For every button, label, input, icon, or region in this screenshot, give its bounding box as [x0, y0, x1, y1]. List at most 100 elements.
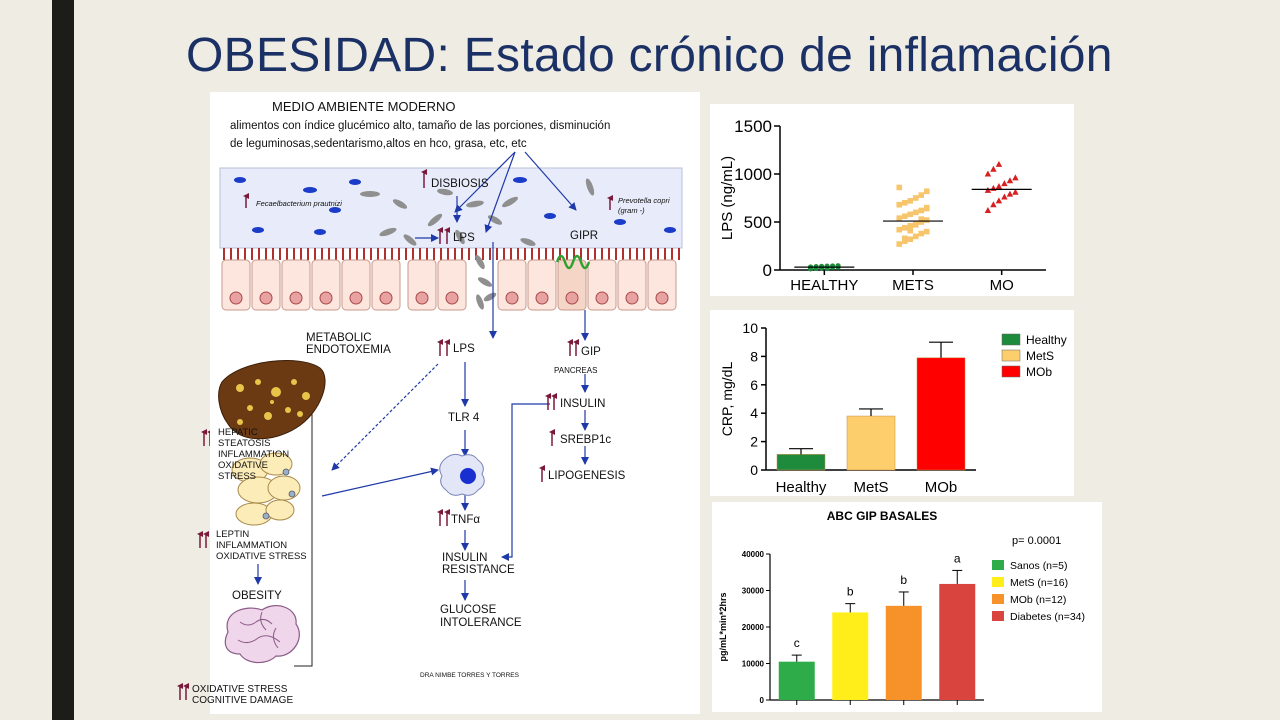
- lps-point: [995, 182, 1003, 189]
- lps-point: [984, 170, 992, 177]
- lps-point: [990, 165, 997, 172]
- label-hepatic-1: HEPATIC: [218, 427, 258, 438]
- gip-bar: [885, 605, 922, 700]
- lps-point: [901, 235, 908, 242]
- lps-point: [896, 241, 903, 247]
- lps-x-tick-label: HEALTHY: [790, 277, 858, 294]
- lps-point: [1012, 174, 1019, 181]
- crp-y-tick-label: 10: [742, 320, 758, 336]
- lps-point: [918, 192, 925, 198]
- gip-y-tick-label: 0: [760, 696, 765, 705]
- gip-chart: ABC GIP BASALES p= 0.0001 0 10000 20000 30000…: [718, 509, 1085, 705]
- gip-significance-letter: b: [900, 573, 907, 587]
- arrow-insulin-loop: [501, 403, 550, 561]
- crp-y-tick-label: 4: [750, 405, 758, 421]
- label-faecalibacterium: Fecaelbacterium prautnizi: [256, 199, 342, 208]
- crp-bar: [776, 454, 826, 471]
- lps-point: [901, 224, 908, 231]
- label-insulin-resistance-2: RESISTANCE: [442, 564, 515, 576]
- crp-chart: 0 2 4 6 8 10 CRP, mg/dL Healthy MetS MOb Healthy Me…: [719, 320, 1067, 496]
- left-margin-arrows: [177, 429, 210, 700]
- label-hepatic-3: INFLAMMATION: [218, 449, 290, 460]
- gip-chart-panel: ABC GIP BASALES p= 0.0001 0 10000 20000 30000…: [712, 502, 1102, 712]
- lps-point: [912, 195, 919, 201]
- lps-point: [896, 215, 903, 221]
- label-lps-blood: LPS: [453, 343, 475, 355]
- lps-point: [912, 233, 919, 240]
- lps-point: [1006, 190, 1014, 197]
- translocating-bacteria: [475, 254, 497, 310]
- label-prevotella-gram: (gram -): [618, 206, 645, 215]
- gip-legend-label: MetS (n=16): [1010, 577, 1068, 589]
- label-metabolic: METABOLIC: [306, 332, 372, 344]
- lps-point: [912, 222, 919, 228]
- epithelial-cells: [221, 259, 677, 311]
- crp-bar: [846, 415, 896, 471]
- diagram-graphics: [218, 151, 683, 667]
- lps-point: [807, 265, 814, 271]
- lps-point: [1006, 177, 1014, 184]
- label-hepatic-5: STRESS: [218, 471, 257, 482]
- arrow-env-to-lps: [484, 151, 516, 233]
- lps-point: [896, 226, 903, 233]
- lps-y-tick-label: 0: [763, 261, 772, 280]
- lps-point: [995, 197, 1003, 204]
- lps-point: [896, 201, 903, 208]
- lps-point: [918, 230, 925, 237]
- lps-point: [923, 217, 930, 223]
- diagram-header-line1: alimentos con índice glucémico alto, tam…: [230, 120, 611, 132]
- inflammation-diagram: MEDIO AMBIENTE MODERNO alimentos con índ…: [192, 92, 700, 714]
- gip-bar: [939, 583, 976, 700]
- gip-legend-label: MOb (n=12): [1010, 594, 1066, 606]
- lps-point: [901, 213, 908, 220]
- brain-icon: [224, 605, 300, 664]
- label-hepatic-4: OXIDATIVE: [218, 460, 268, 471]
- arrow-env-to-gipr: [524, 151, 577, 211]
- gip-legend-swatch: [992, 611, 1004, 621]
- lps-point: [923, 188, 930, 195]
- crp-y-tick-label: 8: [750, 348, 758, 364]
- lps-point: [907, 227, 914, 234]
- lps-point: [1001, 193, 1008, 200]
- lps-y-axis-label: LPS (ng/mL): [719, 156, 736, 240]
- lps-point: [1012, 188, 1019, 195]
- arrow-endotoxemia-to-liver: [331, 363, 439, 471]
- bacteria-blue: [234, 177, 676, 235]
- label-lipogenesis: LIPOGENESIS: [548, 470, 626, 482]
- gipr-receptor-icon: [555, 254, 591, 270]
- lps-point: [918, 207, 925, 214]
- lps-point: [918, 219, 925, 225]
- crp-y-tick-label: 0: [750, 462, 758, 478]
- cell-nuclei: [229, 291, 669, 305]
- crp-bar: [916, 357, 966, 471]
- label-leptin-2: INFLAMMATION: [216, 540, 288, 551]
- crp-legend-label: MetS: [1026, 349, 1054, 363]
- lps-chart-panel: 0 500 1000 1500 LPS (ng/mL) HEALTHY METS MO: [710, 104, 1074, 296]
- label-lps-gut: LPS: [453, 232, 475, 244]
- lps-point: [896, 184, 903, 191]
- crp-y-tick-label: 6: [750, 377, 758, 393]
- lps-y-tick-label: 500: [744, 213, 772, 232]
- gip-legend-label: Diabetes (n=34): [1010, 611, 1085, 623]
- lps-point: [829, 263, 836, 269]
- crp-x-tick-label: MetS: [853, 479, 888, 496]
- gip-legend-swatch: [992, 560, 1004, 570]
- arrow-adipose-to-macrophage: [321, 467, 439, 497]
- lps-point: [918, 216, 925, 222]
- lps-point: [990, 201, 997, 208]
- lps-y-tick-label: 1000: [734, 165, 772, 184]
- label-tnf: TNFα: [451, 514, 481, 526]
- brain-folds: [237, 611, 281, 649]
- lps-point: [907, 223, 914, 229]
- lps-point: [984, 206, 992, 213]
- crp-legend-label: MOb: [1026, 365, 1052, 379]
- gip-y-tick-label: 40000: [742, 550, 765, 559]
- label-prevotella: Prevotella copri: [618, 196, 670, 205]
- label-gipr: GIPR: [570, 230, 599, 242]
- lps-point: [907, 198, 914, 204]
- label-hepatic-2: STEATOSIS: [218, 438, 271, 449]
- crp-y-tick-label: 2: [750, 434, 758, 450]
- label-oxidative-brain-2: COGNITIVE DAMAGE: [192, 695, 294, 706]
- gip-legend-swatch: [992, 577, 1004, 587]
- crp-x-tick-label: MOb: [925, 479, 958, 496]
